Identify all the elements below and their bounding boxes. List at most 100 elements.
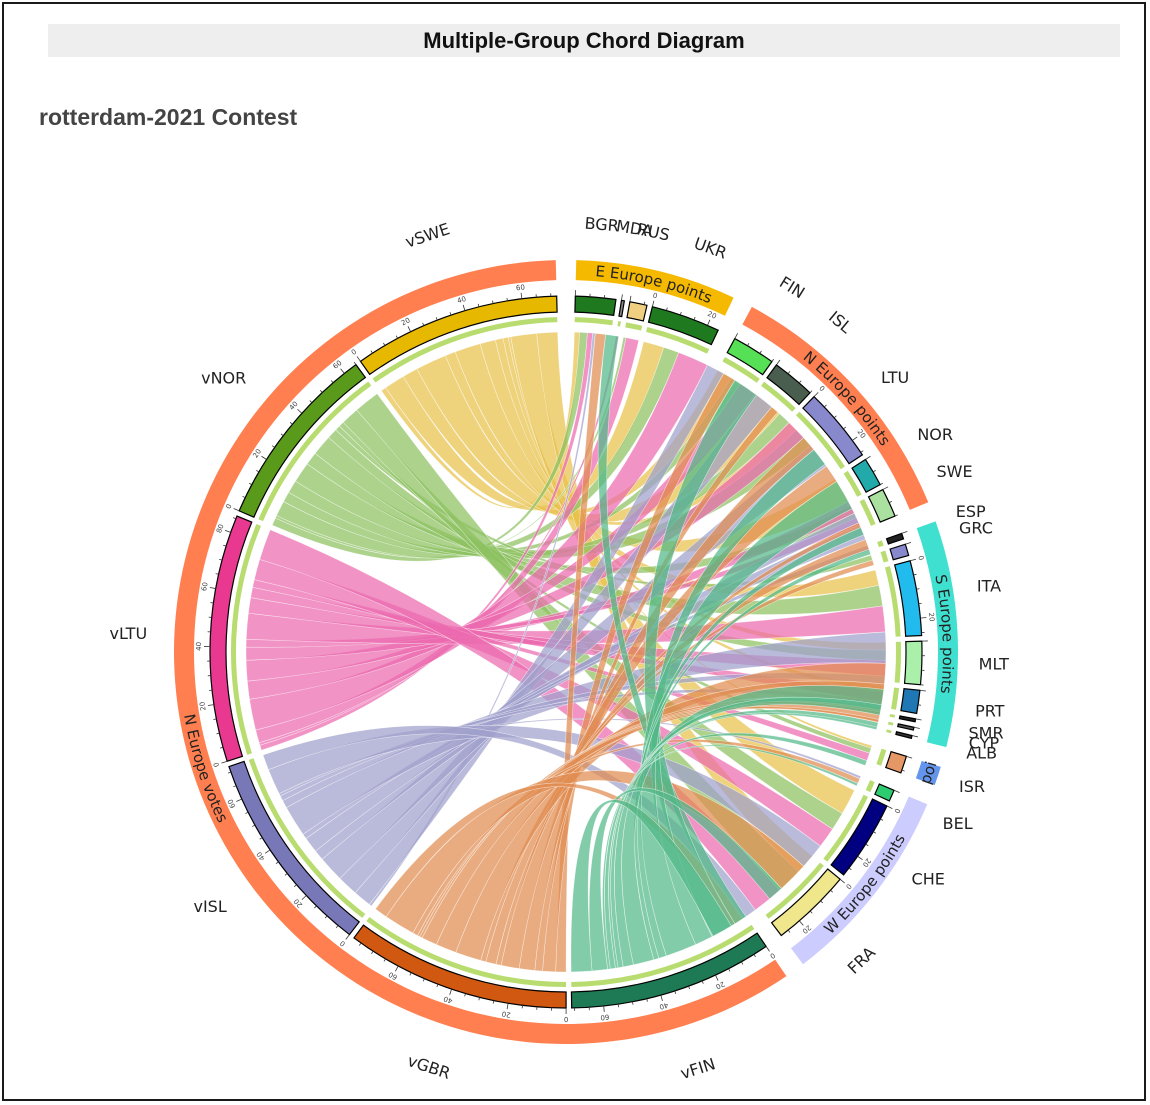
tick-label: 20 — [855, 428, 867, 440]
inner-ring — [231, 524, 262, 755]
inner-ring — [894, 641, 902, 683]
tick-mark — [915, 718, 922, 721]
tick-mark — [383, 342, 386, 346]
tick-mark — [799, 920, 804, 926]
tick-label: 40 — [255, 850, 267, 862]
tick-mark — [324, 915, 328, 919]
tick-label: 0 — [652, 292, 658, 301]
tick-mark — [674, 990, 677, 994]
tick-mark — [213, 718, 217, 720]
tick-label: 20 — [501, 1009, 511, 1018]
sector-track — [867, 488, 896, 523]
group-arc — [742, 306, 929, 510]
inner-ring — [761, 381, 796, 412]
chord-link — [385, 770, 805, 934]
sector-label: ITA — [977, 576, 1001, 595]
inner-ring — [887, 721, 894, 726]
tick-mark — [734, 333, 738, 339]
tick-mark — [857, 855, 863, 861]
tick-mark — [911, 735, 918, 738]
tick-label: 20 — [714, 980, 725, 991]
tick-mark — [236, 798, 242, 802]
tick-mark — [701, 980, 704, 984]
sector-track — [885, 532, 905, 545]
tick-mark — [383, 958, 386, 962]
tick-mark — [492, 1000, 495, 1004]
tick-mark — [913, 573, 917, 576]
tick-mark — [219, 746, 224, 749]
tick-mark — [787, 371, 791, 374]
tick-mark — [395, 965, 399, 972]
tick-mark — [707, 319, 711, 326]
tick-mark — [477, 303, 480, 307]
title-bar: Multiple-Group Chord Diagram — [48, 24, 1120, 57]
tick-label: 60 — [600, 1012, 610, 1021]
sector-label: LTU — [881, 368, 909, 387]
tick-mark — [264, 849, 271, 854]
tick-mark — [646, 998, 648, 1002]
tick-mark — [621, 294, 623, 301]
sector-track — [228, 760, 361, 936]
tick-mark — [728, 968, 731, 972]
tick-mark — [492, 300, 494, 304]
sector-track — [851, 458, 882, 493]
sector-track — [766, 364, 811, 406]
inner-ring — [843, 470, 862, 497]
sector-label: UKR — [692, 233, 730, 262]
inner-ring — [625, 322, 643, 331]
sector-track — [726, 337, 773, 376]
tick-mark — [358, 942, 362, 946]
tick-mark — [271, 445, 275, 448]
tick-label: 0 — [225, 503, 234, 510]
sector-track — [647, 305, 719, 346]
tick-mark — [906, 755, 913, 759]
tick-mark — [771, 358, 774, 362]
tick-label: 0 — [212, 761, 221, 768]
tick-mark — [747, 342, 750, 346]
tick-label: 0 — [892, 807, 901, 814]
tick-mark — [809, 910, 813, 914]
chord-link — [262, 725, 756, 920]
sector-track — [209, 515, 253, 763]
tick-mark — [280, 433, 284, 436]
tick-mark — [753, 954, 756, 958]
tick-mark — [221, 760, 228, 764]
tick-mark — [345, 934, 350, 940]
sector-track — [618, 299, 626, 318]
tick-mark — [506, 1003, 509, 1010]
inner-ring — [765, 862, 824, 919]
tick-mark — [245, 811, 249, 814]
tick-mark — [833, 415, 837, 419]
tick-mark — [813, 392, 819, 397]
tick-mark — [910, 558, 917, 562]
sector-label: SMR — [969, 724, 1004, 743]
sector-label: RUS — [635, 219, 671, 244]
tick-mark — [916, 588, 920, 590]
tick-mark — [880, 482, 884, 485]
tick-mark — [233, 785, 237, 788]
tick-mark — [920, 617, 927, 619]
group-arc — [790, 796, 928, 965]
sector-track — [874, 783, 895, 802]
chord-link — [570, 799, 732, 973]
sector-track — [885, 750, 908, 774]
chord-link — [589, 787, 782, 972]
sector-label: MLT — [979, 655, 1010, 674]
tick-mark — [715, 974, 719, 981]
tick-mark — [223, 544, 227, 547]
page-title: Multiple-Group Chord Diagram — [423, 27, 745, 53]
tick-mark — [643, 301, 646, 305]
inner-ring — [617, 321, 621, 327]
chord-links — [245, 331, 887, 973]
tick-mark — [248, 482, 252, 485]
sector-track — [889, 543, 910, 561]
tick-mark — [436, 984, 439, 988]
inner-ring — [865, 780, 875, 793]
sector-label: vNOR — [201, 368, 246, 387]
sector-track — [574, 295, 617, 317]
tick-label: 60 — [200, 582, 209, 592]
tick-mark — [356, 356, 361, 362]
tick-mark — [824, 404, 827, 408]
sector-label: ISL — [825, 307, 856, 337]
sector-track — [903, 640, 923, 686]
